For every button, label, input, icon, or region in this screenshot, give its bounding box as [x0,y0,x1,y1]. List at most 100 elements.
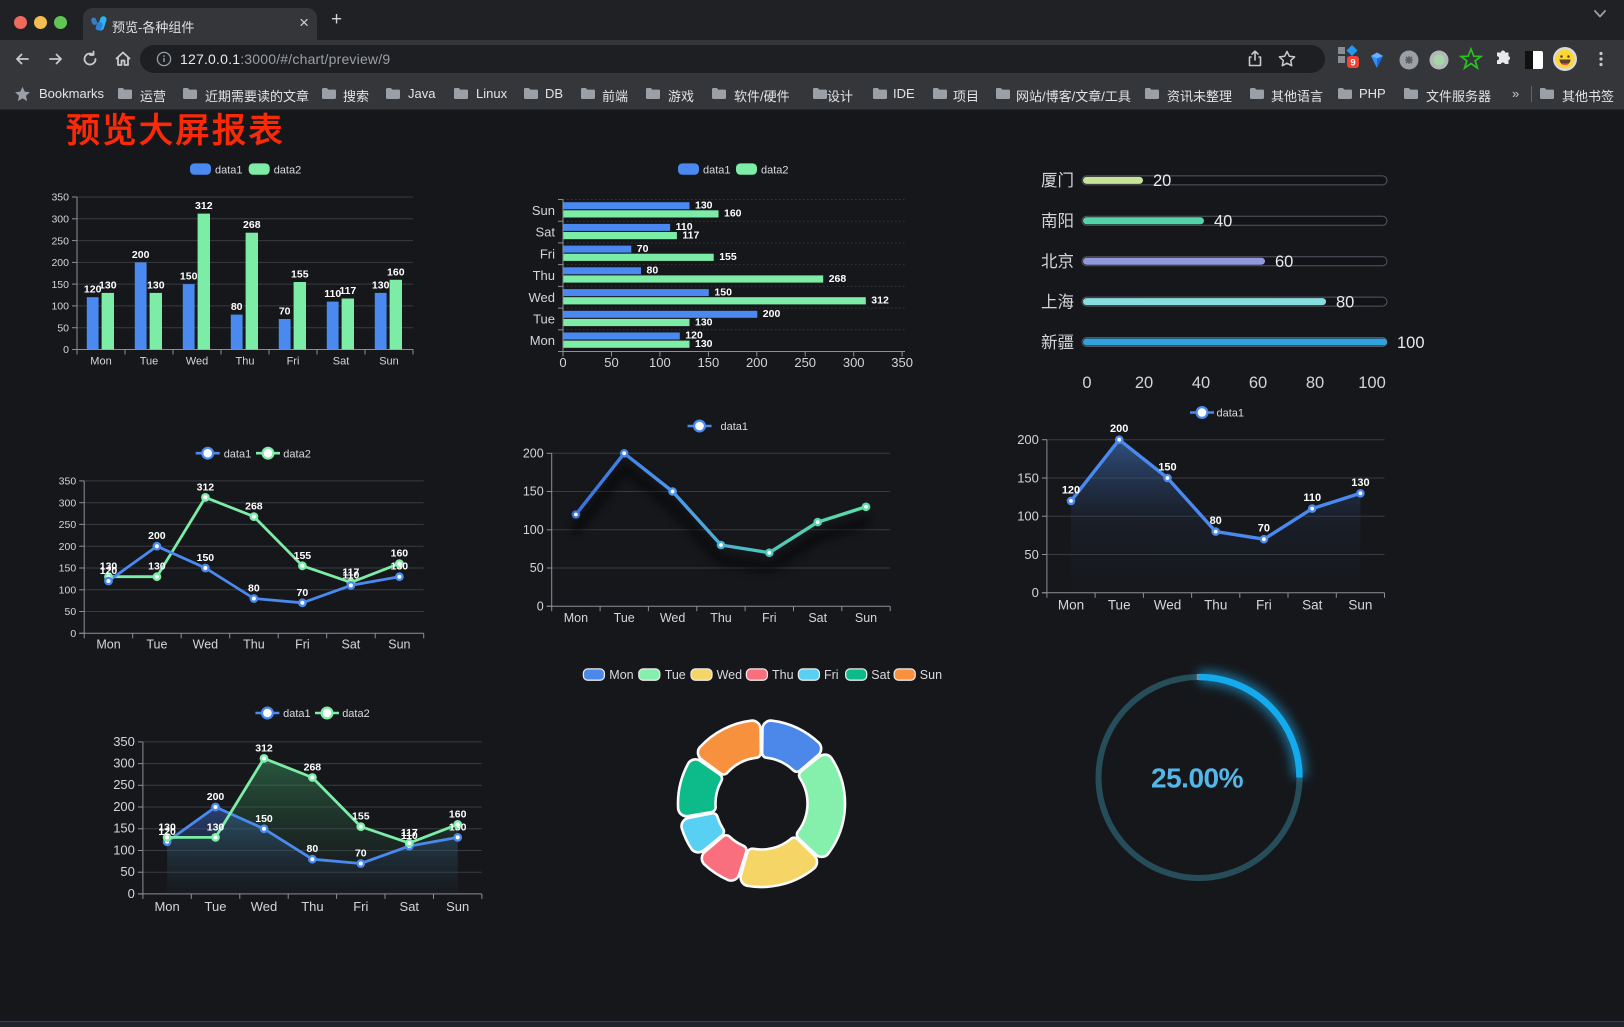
svg-text:70: 70 [1258,523,1270,535]
svg-text:Sun: Sun [379,356,399,368]
svg-text:150: 150 [180,271,198,283]
svg-text:100: 100 [59,585,77,597]
svg-text:25.00%: 25.00% [1151,763,1244,794]
svg-text:150: 150 [698,355,720,370]
svg-text:268: 268 [243,219,261,231]
svg-text:Tue: Tue [146,638,167,652]
svg-text:40: 40 [1214,213,1232,231]
svg-text:新疆: 新疆 [1041,333,1074,352]
svg-text:130: 130 [695,199,713,211]
svg-text:data2: data2 [342,708,370,720]
svg-text:Sat: Sat [871,668,890,682]
svg-text:Sat: Sat [342,638,361,652]
svg-text:Thu: Thu [236,356,255,368]
svg-text:data1: data1 [721,421,749,433]
svg-text:Mon: Mon [1058,598,1084,613]
svg-text:130: 130 [147,279,165,291]
svg-text:155: 155 [352,811,370,823]
svg-text:120: 120 [100,565,118,577]
svg-text:0: 0 [70,628,76,640]
svg-text:350: 350 [891,355,913,370]
svg-text:上海: 上海 [1041,292,1074,311]
svg-text:100: 100 [523,523,544,537]
svg-text:155: 155 [294,550,312,562]
svg-text:150: 150 [197,552,215,564]
svg-text:Fri: Fri [540,246,555,261]
svg-text:Thu: Thu [243,638,265,652]
svg-text:268: 268 [304,762,322,774]
svg-text:data2: data2 [274,164,302,176]
svg-text:200: 200 [59,541,77,553]
svg-text:Sat: Sat [400,899,420,914]
svg-text:150: 150 [59,563,77,575]
svg-text:0: 0 [63,344,69,356]
svg-text:117: 117 [342,566,359,578]
svg-text:130: 130 [449,821,467,833]
svg-text:350: 350 [59,476,77,488]
svg-text:130: 130 [695,316,713,328]
svg-text:Sun: Sun [855,611,877,625]
svg-text:150: 150 [113,821,135,836]
svg-text:130: 130 [99,279,117,291]
svg-text:Sun: Sun [920,668,942,682]
svg-text:200: 200 [763,308,781,320]
svg-text:0: 0 [128,886,135,901]
svg-text:150: 150 [255,813,273,825]
svg-text:117: 117 [401,827,418,839]
svg-text:70: 70 [279,306,291,318]
svg-text:Mon: Mon [96,638,120,652]
svg-text:300: 300 [51,214,69,226]
svg-text:Thu: Thu [533,268,555,283]
svg-text:50: 50 [604,355,618,370]
svg-text:Mon: Mon [530,333,555,348]
svg-text:100: 100 [1358,374,1386,392]
svg-text:200: 200 [132,249,150,261]
svg-text:300: 300 [59,497,77,509]
svg-text:0: 0 [559,355,566,370]
svg-text:250: 250 [51,235,69,247]
svg-text:Wed: Wed [717,668,743,682]
svg-text:50: 50 [1024,547,1038,562]
svg-text:Wed: Wed [660,611,686,625]
svg-text:250: 250 [113,777,135,792]
svg-text:117: 117 [682,229,699,241]
svg-text:80: 80 [1210,515,1222,527]
svg-text:Tue: Tue [205,899,227,914]
svg-text:130: 130 [100,561,118,573]
svg-text:160: 160 [724,208,742,220]
svg-text:Fri: Fri [287,356,300,368]
svg-text:200: 200 [523,447,544,461]
svg-text:20: 20 [1135,374,1153,392]
svg-text:268: 268 [829,273,847,285]
svg-text:268: 268 [245,501,263,513]
svg-text:60: 60 [1249,374,1267,392]
svg-text:200: 200 [1017,432,1039,447]
svg-text:120: 120 [84,284,102,296]
svg-text:110: 110 [324,288,341,300]
svg-text:150: 150 [51,279,69,291]
svg-text:Wed: Wed [186,356,208,368]
svg-text:130: 130 [372,279,390,291]
svg-text:0: 0 [1082,374,1091,392]
svg-text:Sat: Sat [535,225,555,240]
svg-text:Thu: Thu [301,899,323,914]
svg-text:50: 50 [530,561,544,575]
svg-text:312: 312 [195,200,213,212]
svg-text:150: 150 [523,485,544,499]
svg-text:Fri: Fri [353,899,368,914]
svg-text:100: 100 [51,301,69,313]
svg-text:130: 130 [695,338,713,350]
svg-text:110: 110 [1303,492,1321,504]
svg-text:80: 80 [1336,293,1354,311]
svg-text:160: 160 [387,266,405,278]
svg-text:20: 20 [1153,172,1171,190]
svg-text:Mon: Mon [564,611,588,625]
svg-text:Tue: Tue [614,611,635,625]
svg-text:Sun: Sun [388,638,410,652]
svg-text:40: 40 [1192,374,1210,392]
svg-text:100: 100 [1017,509,1039,524]
svg-text:100: 100 [1397,334,1425,352]
svg-text:Thu: Thu [1204,598,1227,613]
svg-text:Mon: Mon [154,899,179,914]
svg-text:data1: data1 [703,164,731,176]
